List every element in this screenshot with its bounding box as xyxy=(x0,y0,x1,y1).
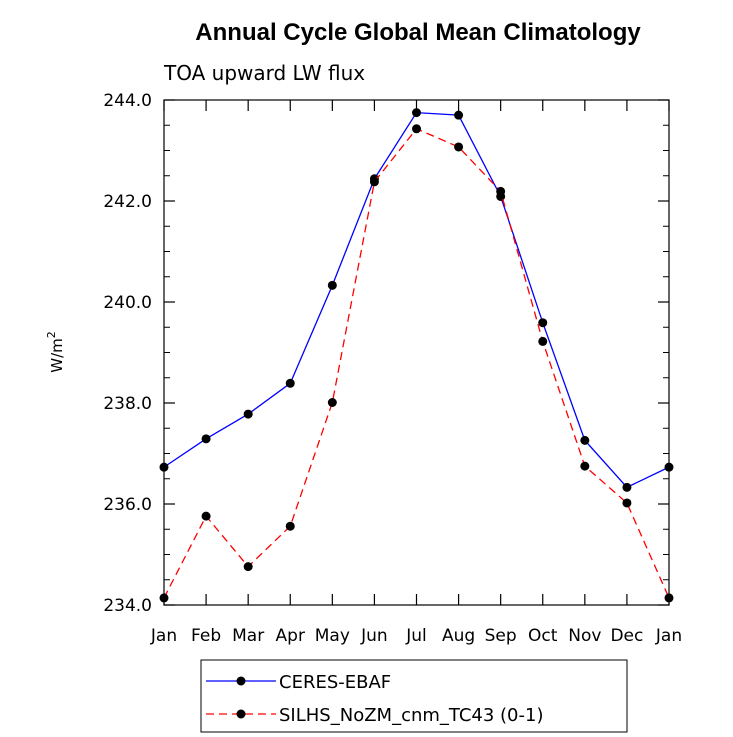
data-point xyxy=(327,397,337,407)
series-0 xyxy=(159,108,674,492)
data-point xyxy=(580,435,590,445)
legend-item-ceres: CERES-EBAF xyxy=(206,672,391,693)
chart-title: Annual Cycle Global Mean Climatology xyxy=(195,19,641,46)
x-tick-label: Jun xyxy=(360,626,388,646)
data-point xyxy=(622,482,632,492)
legend-item-silhs: SILHS_NoZM_cnm_TC43 (0-1) xyxy=(206,705,543,726)
data-point xyxy=(412,108,421,118)
series-layer xyxy=(159,108,674,603)
svg-text:W/m2: W/m2 xyxy=(45,331,66,373)
data-point xyxy=(285,521,295,531)
x-tick-label: Mar xyxy=(232,626,264,646)
data-point xyxy=(243,409,253,419)
y-axis-label-text: W/m xyxy=(48,338,66,373)
x-tick-label: Sep xyxy=(485,626,517,646)
data-point xyxy=(327,280,337,290)
y-tick-label: 242.0 xyxy=(103,192,152,212)
data-point xyxy=(412,124,421,134)
x-tick-label: Nov xyxy=(568,626,601,646)
y-tick-label: 236.0 xyxy=(103,495,152,515)
data-point xyxy=(243,562,253,572)
plot-frame xyxy=(163,99,670,606)
data-point xyxy=(285,378,295,388)
legend-swatch-marker-1 xyxy=(236,709,246,719)
data-point xyxy=(622,498,632,508)
axis-ticks xyxy=(163,99,670,606)
series-line-0 xyxy=(163,111,670,489)
data-point xyxy=(496,186,506,196)
x-tick-label: Jul xyxy=(405,626,427,646)
legend-swatch-marker-0 xyxy=(236,676,246,686)
y-tick-label: 244.0 xyxy=(103,91,152,111)
legend-box xyxy=(200,659,628,733)
y-tick-label: 234.0 xyxy=(103,596,152,616)
data-point xyxy=(454,142,464,152)
data-point xyxy=(454,110,464,120)
data-point xyxy=(369,177,379,187)
y-tick-label: 240.0 xyxy=(103,293,152,313)
data-point xyxy=(201,434,211,444)
legend: CERES-EBAF SILHS_NoZM_cnm_TC43 (0-1) xyxy=(200,659,628,733)
y-axis-label-superscript: 2 xyxy=(45,331,58,338)
tick-labels: 234.0 236.0 238.0 240.0 242.0 244.0 Jan Feb Mar A… xyxy=(103,91,682,646)
legend-label-0: CERES-EBAF xyxy=(279,672,391,693)
series-1 xyxy=(159,124,674,603)
x-tick-label: Jan xyxy=(150,626,177,646)
x-tick-label: Dec xyxy=(610,626,643,646)
y-axis-label: W/m2 xyxy=(45,331,66,373)
series-line-1 xyxy=(163,127,670,599)
data-point xyxy=(580,461,590,471)
x-tick-label: Aug xyxy=(442,626,475,646)
data-point xyxy=(538,336,548,346)
data-point xyxy=(201,511,211,521)
x-tick-label: Apr xyxy=(276,626,305,646)
x-tick-label: Jan xyxy=(655,626,682,646)
legend-label-1: SILHS_NoZM_cnm_TC43 (0-1) xyxy=(279,705,543,726)
x-tick-label: May xyxy=(315,626,350,646)
chart-subtitle: TOA upward LW flux xyxy=(163,61,365,85)
data-point xyxy=(538,318,548,328)
x-tick-label: Oct xyxy=(528,626,558,646)
x-tick-label: Feb xyxy=(191,626,221,646)
y-tick-label: 238.0 xyxy=(103,394,152,414)
